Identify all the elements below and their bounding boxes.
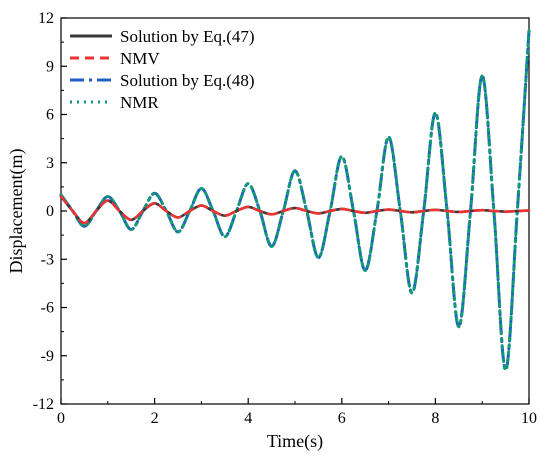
- legend-label: Solution by Eq.(48): [120, 71, 255, 90]
- legend-label: Solution by Eq.(47): [120, 27, 255, 46]
- legend: Solution by Eq.(47) NMV Solution by Eq.(48…: [70, 27, 255, 112]
- legend-label: NMR: [120, 93, 159, 112]
- y-tick-label: -9: [41, 348, 54, 365]
- y-tick-label: 0: [46, 203, 54, 220]
- y-tick-label: 9: [46, 58, 54, 75]
- y-tick-label: 6: [46, 107, 54, 124]
- y-tick-label: -3: [41, 251, 54, 268]
- x-tick-label: 6: [338, 410, 346, 427]
- legend-label: NMV: [120, 49, 160, 68]
- series-line-1: [59, 195, 531, 225]
- x-tick-label: 2: [151, 410, 159, 427]
- series-layer: [59, 29, 531, 372]
- y-tick-label: 3: [46, 155, 54, 172]
- y-tick-label: 12: [38, 10, 54, 27]
- axis-ticks: 0 2 4 6 8 10 -12 -9 -6 -3 0 3 6 9 12: [33, 10, 537, 427]
- x-tick-label: 4: [244, 410, 252, 427]
- y-tick-label: -6: [41, 300, 54, 317]
- x-axis-title: Time(s): [267, 431, 323, 452]
- x-tick-label: 0: [57, 410, 65, 427]
- y-axis-title: Displacement(m): [6, 149, 27, 274]
- x-tick-label: 10: [521, 410, 537, 427]
- y-tick-label: -12: [33, 396, 54, 413]
- x-tick-label: 8: [431, 410, 439, 427]
